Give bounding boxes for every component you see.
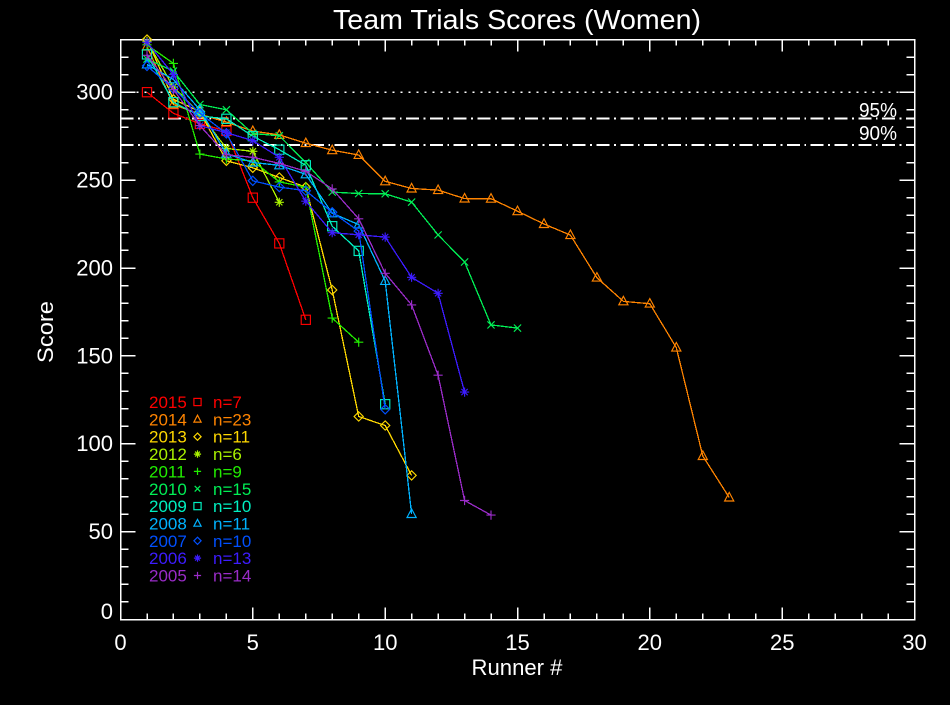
svg-text:n=7: n=7 — [213, 393, 242, 412]
svg-text:2006: 2006 — [149, 549, 187, 568]
svg-text:2013: 2013 — [149, 428, 187, 447]
svg-text:n=15: n=15 — [213, 480, 251, 499]
svg-text:2005: 2005 — [149, 567, 187, 586]
svg-text:250: 250 — [76, 168, 113, 193]
svg-text:2007: 2007 — [149, 532, 187, 551]
svg-text:150: 150 — [76, 343, 113, 368]
svg-text:200: 200 — [76, 256, 113, 281]
svg-text:25: 25 — [770, 630, 794, 655]
svg-text:2010: 2010 — [149, 480, 187, 499]
svg-text:100: 100 — [76, 431, 113, 456]
svg-text:0: 0 — [101, 599, 113, 624]
svg-text:2015: 2015 — [149, 393, 187, 412]
svg-text:n=14: n=14 — [213, 567, 251, 586]
svg-text:50: 50 — [89, 519, 113, 544]
svg-text:15: 15 — [505, 630, 529, 655]
svg-text:30: 30 — [902, 630, 926, 655]
svg-text:20: 20 — [638, 630, 662, 655]
svg-text:n=13: n=13 — [213, 549, 251, 568]
svg-text:2009: 2009 — [149, 497, 187, 516]
svg-text:n=23: n=23 — [213, 410, 251, 429]
svg-text:95%: 95% — [859, 100, 897, 122]
svg-text:n=6: n=6 — [213, 445, 242, 464]
svg-text:n=9: n=9 — [213, 462, 242, 481]
svg-text:2008: 2008 — [149, 515, 187, 534]
svg-text:2011: 2011 — [149, 462, 186, 481]
svg-text:300: 300 — [76, 80, 113, 105]
svg-text:0: 0 — [114, 630, 126, 655]
svg-text:Runner #: Runner # — [472, 655, 564, 680]
svg-text:Score: Score — [33, 301, 58, 363]
svg-text:n=10: n=10 — [213, 532, 251, 551]
svg-text:Team Trials Scores (Women): Team Trials Scores (Women) — [333, 4, 701, 35]
svg-text:n=11: n=11 — [213, 515, 250, 534]
svg-text:n=11: n=11 — [213, 428, 250, 447]
svg-text:2014: 2014 — [149, 410, 187, 429]
svg-text:90%: 90% — [859, 123, 897, 145]
svg-text:10: 10 — [373, 630, 397, 655]
svg-text:5: 5 — [247, 630, 259, 655]
svg-text:n=10: n=10 — [213, 497, 251, 516]
svg-text:2012: 2012 — [149, 445, 187, 464]
